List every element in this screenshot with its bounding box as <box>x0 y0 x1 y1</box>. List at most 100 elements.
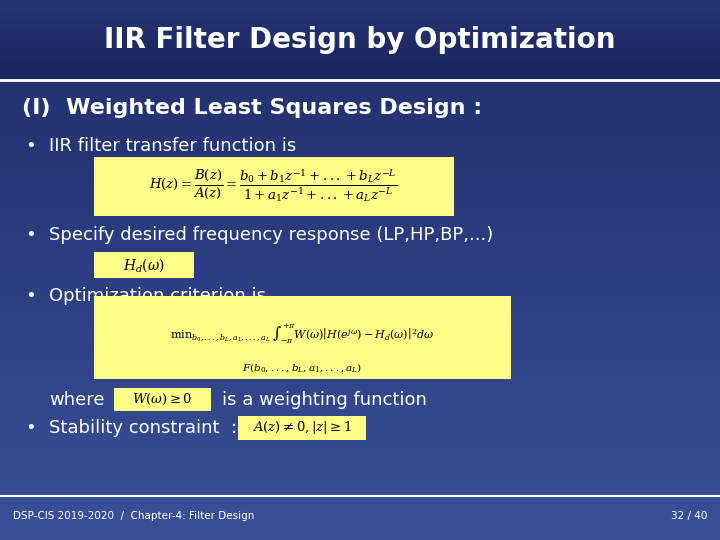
Bar <box>0 0 720 3</box>
Bar <box>0 138 720 140</box>
Bar <box>0 22 720 24</box>
Bar <box>0 267 720 270</box>
Text: $A(z)\neq 0,|z|\geq 1$: $A(z)\neq 0,|z|\geq 1$ <box>252 419 351 436</box>
Bar <box>0 516 720 518</box>
Bar <box>0 405 720 408</box>
Bar <box>0 373 720 375</box>
Bar <box>0 289 720 292</box>
Bar <box>0 27 720 30</box>
Bar <box>0 173 720 176</box>
Text: Stability constraint  :: Stability constraint : <box>49 418 237 437</box>
Bar <box>0 35 720 37</box>
Bar <box>0 178 720 181</box>
Bar <box>0 238 720 240</box>
Bar <box>0 246 720 248</box>
Bar <box>0 122 720 124</box>
Bar <box>0 467 720 470</box>
Bar <box>0 37 720 38</box>
Bar <box>0 135 720 138</box>
Text: (I)  Weighted Least Squares Design :: (I) Weighted Least Squares Design : <box>22 98 482 118</box>
Bar <box>0 508 720 510</box>
Bar <box>0 362 720 364</box>
Bar <box>0 400 720 402</box>
Bar <box>0 8 720 11</box>
Bar <box>0 97 720 100</box>
Bar <box>0 162 720 165</box>
Bar <box>0 454 720 456</box>
Bar <box>0 65 720 67</box>
Bar <box>0 151 720 154</box>
Text: IIR filter transfer function is: IIR filter transfer function is <box>49 137 296 155</box>
Text: is a weighting function: is a weighting function <box>222 390 427 409</box>
Bar <box>0 351 720 354</box>
Bar <box>0 230 720 232</box>
Bar <box>0 3 720 5</box>
Bar <box>0 184 720 186</box>
Bar <box>0 30 720 32</box>
Bar <box>0 521 720 524</box>
Bar <box>0 475 720 478</box>
Bar <box>0 46 720 49</box>
Bar <box>0 370 720 373</box>
Bar <box>0 42 720 43</box>
Bar <box>0 464 720 467</box>
Bar <box>0 186 720 189</box>
Bar <box>0 62 720 64</box>
Bar <box>0 59 720 62</box>
Bar <box>0 78 720 81</box>
Bar <box>0 92 720 94</box>
Bar <box>0 140 720 143</box>
Text: Optimization criterion is: Optimization criterion is <box>49 287 266 305</box>
Text: •: • <box>25 137 36 155</box>
Text: $F(b_0,...,b_L,a_1,...,a_L)$: $F(b_0,...,b_L,a_1,...,a_L)$ <box>243 361 362 374</box>
Bar <box>0 40 720 43</box>
Bar <box>0 202 720 205</box>
Bar <box>0 0 720 2</box>
Bar <box>0 532 720 535</box>
Bar <box>0 297 720 300</box>
Bar <box>0 45 720 46</box>
Bar <box>0 35 720 38</box>
Bar <box>0 50 720 51</box>
Bar <box>0 456 720 459</box>
Bar <box>0 346 720 348</box>
Bar <box>0 278 720 281</box>
Bar <box>0 19 720 22</box>
Bar <box>0 313 720 316</box>
Bar <box>0 78 720 80</box>
Bar <box>0 56 720 58</box>
Bar <box>0 375 720 378</box>
Text: •: • <box>25 418 36 437</box>
Bar <box>0 159 720 162</box>
Bar <box>0 11 720 14</box>
Bar <box>0 70 720 72</box>
Bar <box>0 57 720 59</box>
Bar <box>0 470 720 472</box>
Bar <box>0 497 720 500</box>
Bar <box>0 427 720 429</box>
Bar <box>114 388 211 411</box>
Bar <box>0 451 720 454</box>
Bar <box>0 402 720 405</box>
Bar <box>0 200 720 202</box>
Bar <box>0 416 720 418</box>
Bar <box>0 176 720 178</box>
Bar <box>0 170 720 173</box>
Bar <box>0 251 720 254</box>
Bar <box>0 60 720 62</box>
Bar <box>0 24 720 27</box>
Bar <box>0 389 720 392</box>
Bar <box>0 19 720 21</box>
Bar <box>0 270 720 273</box>
Bar <box>0 76 720 78</box>
Text: IIR Filter Design by Optimization: IIR Filter Design by Optimization <box>104 26 616 54</box>
Bar <box>0 459 720 462</box>
Bar <box>0 211 720 213</box>
Bar <box>0 232 720 235</box>
Bar <box>0 10 720 11</box>
Bar <box>0 221 720 224</box>
Bar <box>0 359 720 362</box>
Bar <box>0 489 720 491</box>
Bar <box>0 462 720 464</box>
Bar <box>0 8 720 10</box>
